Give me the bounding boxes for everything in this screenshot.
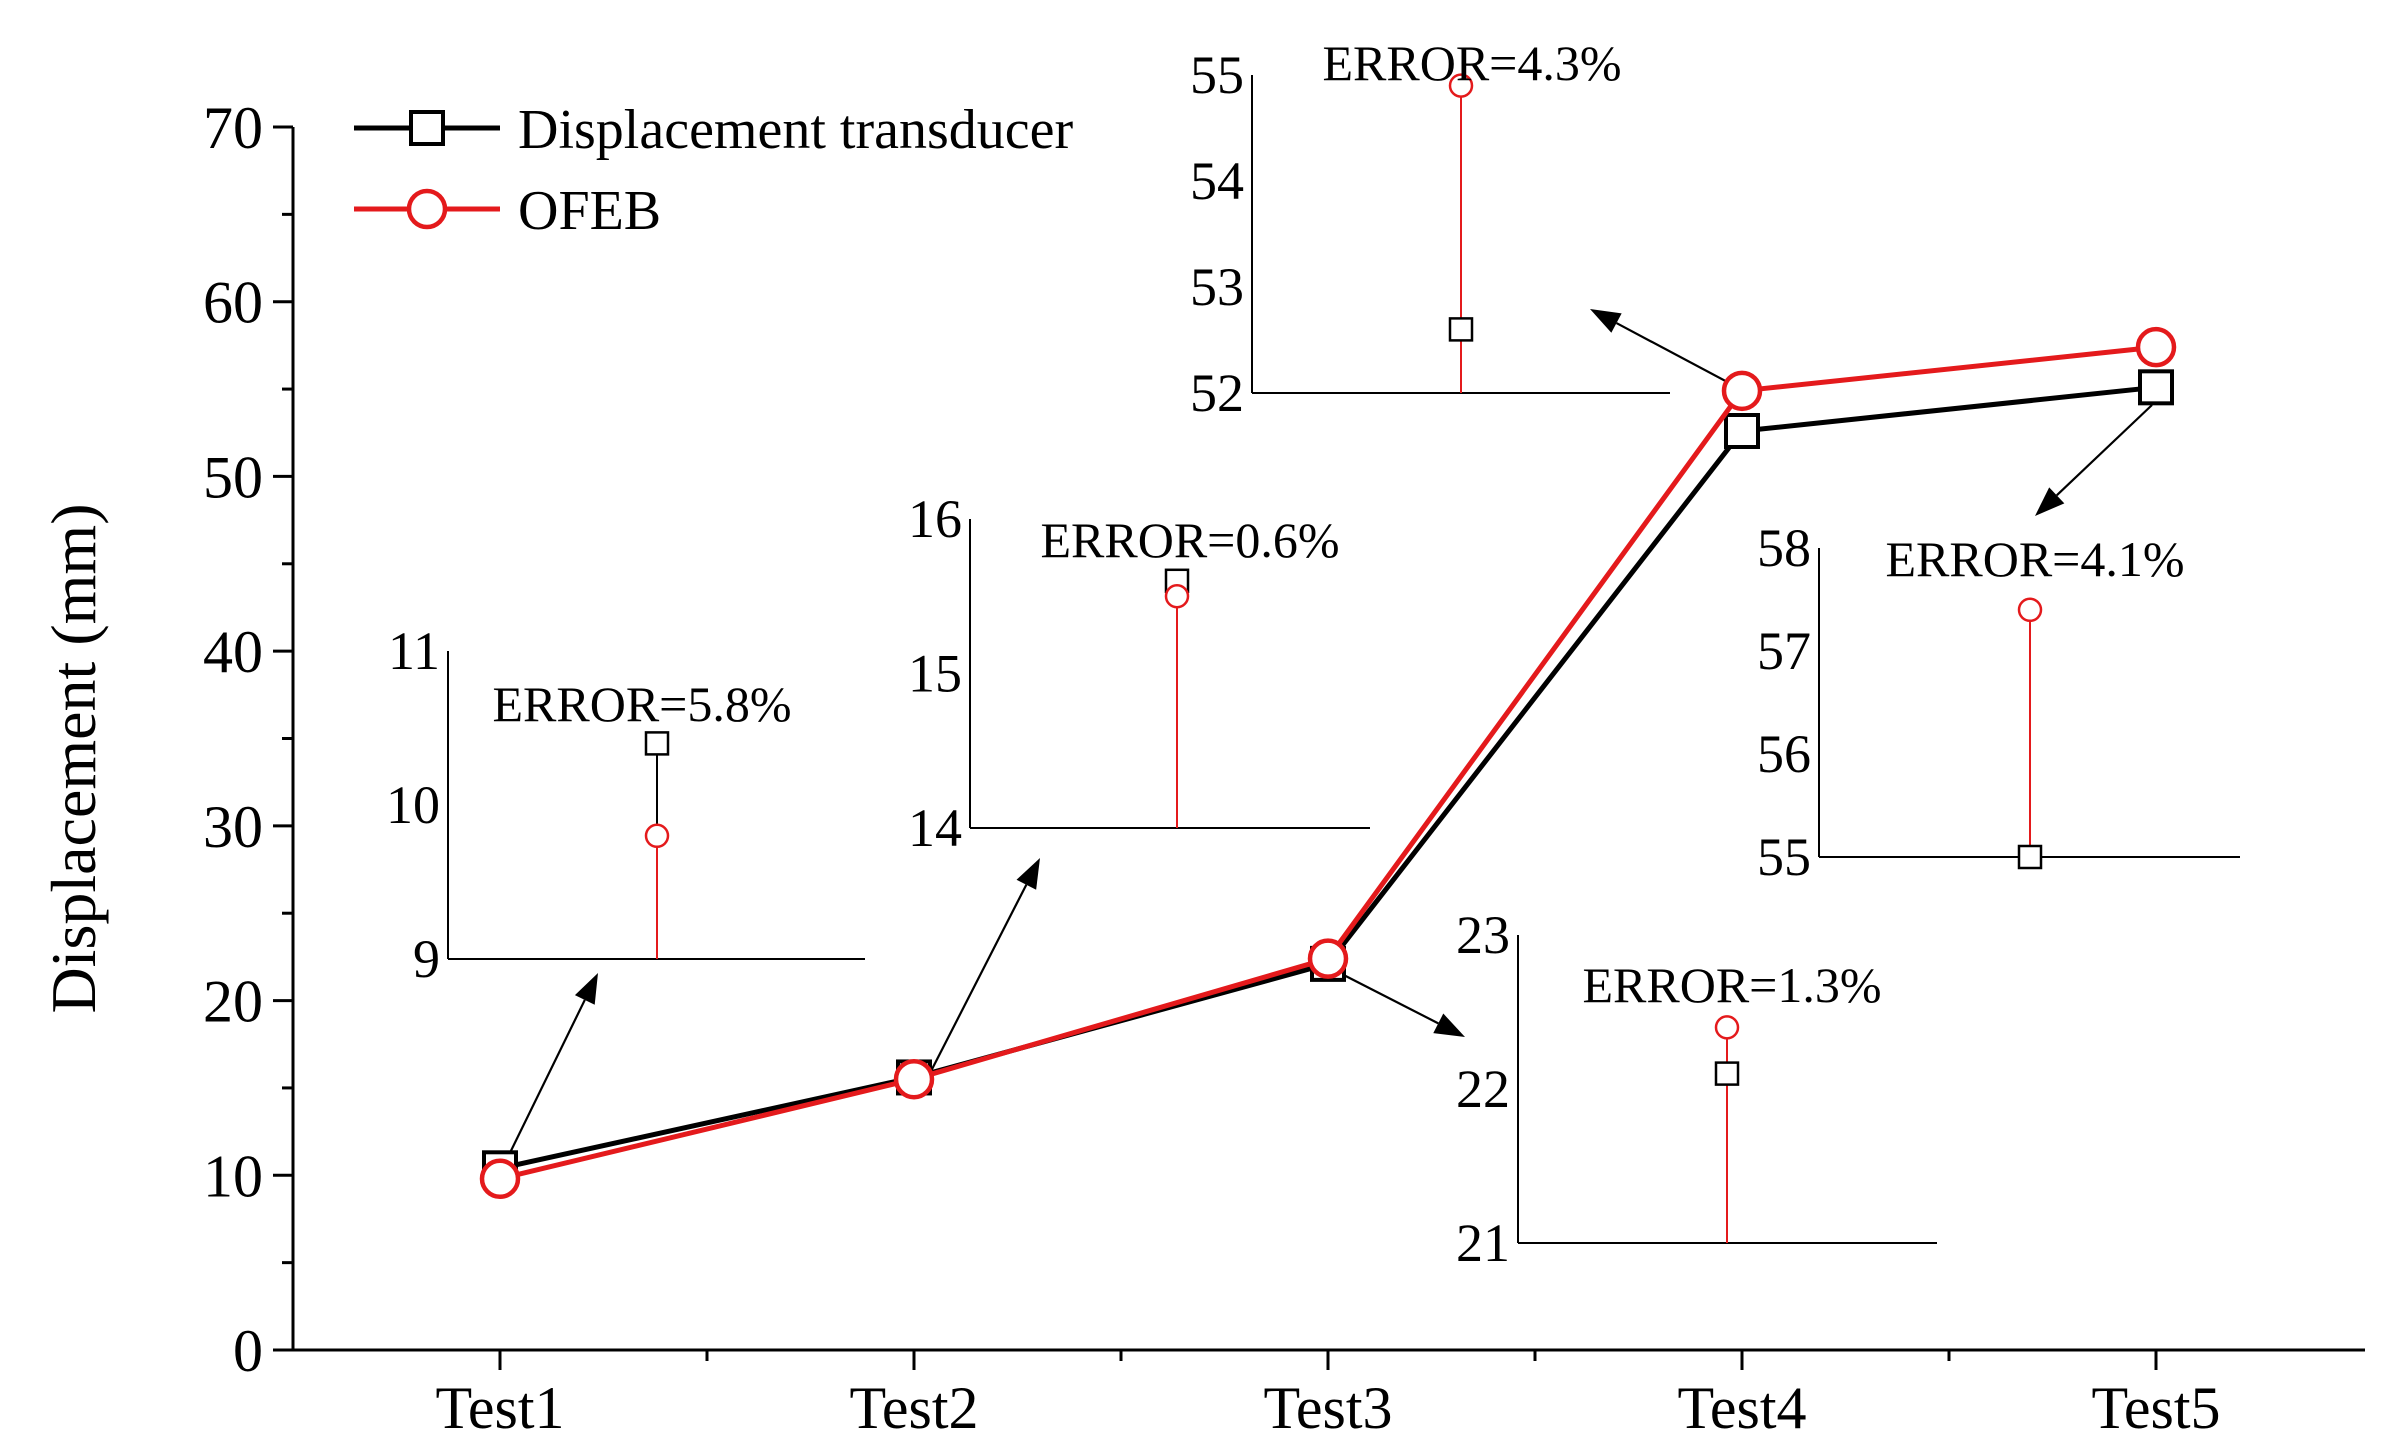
inset-tick-label: 21 <box>1456 1213 1510 1273</box>
x-tick-label: Test1 <box>435 1375 564 1441</box>
arrow-shaft <box>927 884 1028 1078</box>
inset-tick-label: 16 <box>908 489 962 549</box>
y-tick-label: 0 <box>233 1318 263 1384</box>
y-tick-label: 10 <box>203 1143 263 1209</box>
legend-marker-square <box>409 110 445 146</box>
insets-layer: 9 10 11 ERROR=5.8% 14 15 16 ERROR=0.6% 21 22 23 ERR… <box>386 35 2240 1273</box>
y-axis-title: Displacement (mm) <box>38 503 109 1013</box>
inset-error-label: ERROR=4.1% <box>1885 531 2184 587</box>
arrow-head <box>1433 1013 1465 1037</box>
data-point-circle <box>1721 370 1763 412</box>
callout-arrow-4 <box>1590 309 1734 386</box>
y-tick-label: 60 <box>203 270 263 336</box>
callout-arrow-1 <box>504 973 598 1164</box>
legend-item-ofeb: OFEB <box>354 180 661 242</box>
series-line <box>499 384 2157 1171</box>
inset-tick-label: 52 <box>1190 363 1244 423</box>
series-line <box>499 344 2157 1182</box>
inset-tick-label: 15 <box>908 644 962 704</box>
series-transducer <box>482 369 2174 1187</box>
inset-tick-label: 57 <box>1757 621 1811 681</box>
data-point-circle <box>893 1058 935 1100</box>
inset-transducer-marker <box>1714 1061 1740 1086</box>
inset-ofeb-marker <box>644 823 670 849</box>
callout-arrow-2 <box>927 858 1040 1078</box>
x-tick-label: Test2 <box>849 1375 978 1441</box>
series-ofeb <box>479 326 2177 1200</box>
arrow-head <box>1016 858 1040 890</box>
inset-ofeb-marker <box>1448 73 1474 98</box>
callout-arrow-3 <box>1329 967 1465 1037</box>
inset-4: 52 53 54 55 ERROR=4.3% <box>1190 35 1670 423</box>
y-tick-label: 30 <box>203 794 263 860</box>
arrows-layer <box>504 309 2153 1164</box>
arrow-shaft <box>1329 967 1439 1025</box>
legend-label: Displacement transducer <box>518 99 1073 161</box>
main-axes: 0 10 20 30 40 50 60 70 Test1 Test2 Test3 Test4 Test5… <box>38 95 2365 1441</box>
arrow-head <box>574 973 598 1005</box>
arrow-shaft <box>1615 322 1734 386</box>
data-point-square <box>1724 413 1760 450</box>
legend-item-transducer: Displacement transducer <box>354 99 1073 161</box>
inset-2: 14 15 16 ERROR=0.6% <box>908 489 1370 858</box>
y-tick-label: 70 <box>203 95 263 161</box>
inset-ofeb-marker <box>2017 597 2043 623</box>
inset-transducer-marker <box>644 731 670 756</box>
arrow-head <box>1590 309 1622 333</box>
legend-label: OFEB <box>518 180 661 242</box>
y-tick-label: 50 <box>203 444 263 510</box>
inset-5: 55 56 57 58 ERROR=4.1% <box>1757 518 2240 887</box>
arrow-shaft <box>2056 404 2153 497</box>
data-point-square <box>2138 369 2174 406</box>
inset-tick-label: 58 <box>1757 518 1811 578</box>
inset-transducer-marker <box>2017 844 2043 870</box>
inset-error-label: ERROR=1.3% <box>1582 957 1881 1013</box>
inset-tick-label: 55 <box>1190 45 1244 105</box>
inset-tick-label: 14 <box>908 798 962 858</box>
inset-error-label: ERROR=5.8% <box>492 676 791 732</box>
data-point-circle <box>479 1158 521 1200</box>
inset-tick-label: 56 <box>1757 724 1811 784</box>
inset-tick-label: 9 <box>413 929 440 989</box>
inset-error-label: ERROR=4.3% <box>1322 35 1621 91</box>
inset-tick-label: 22 <box>1456 1059 1510 1119</box>
inset-tick-label: 54 <box>1190 151 1244 211</box>
data-point-circle <box>1307 938 1349 979</box>
arrow-head <box>2035 487 2065 516</box>
inset-error-label: ERROR=0.6% <box>1040 512 1339 568</box>
arrow-shaft <box>504 999 586 1164</box>
inset-tick-label: 10 <box>386 775 440 835</box>
inset-tick-label: 55 <box>1757 827 1811 887</box>
legend-marker-circle <box>406 188 448 230</box>
inset-1: 9 10 11 ERROR=5.8% <box>386 621 865 989</box>
y-tick-label: 40 <box>203 619 263 685</box>
inset-3: 21 22 23 ERROR=1.3% <box>1456 905 1937 1273</box>
series-layer <box>479 326 2177 1200</box>
y-tick-label: 20 <box>203 969 263 1035</box>
callout-arrow-5 <box>2035 404 2153 516</box>
x-tick-label: Test4 <box>1677 1375 1806 1441</box>
inset-ofeb-marker <box>1164 584 1190 609</box>
inset-transducer-marker <box>1448 317 1474 342</box>
inset-tick-label: 53 <box>1190 257 1244 317</box>
inset-ofeb-marker <box>1714 1015 1740 1040</box>
legend: Displacement transducer OFEB <box>354 99 1073 242</box>
data-point-circle <box>2135 326 2177 368</box>
x-tick-label: Test5 <box>2091 1375 2220 1441</box>
inset-tick-label: 11 <box>388 621 440 681</box>
inset-tick-label: 23 <box>1456 905 1510 965</box>
x-tick-label: Test3 <box>1263 1375 1392 1441</box>
